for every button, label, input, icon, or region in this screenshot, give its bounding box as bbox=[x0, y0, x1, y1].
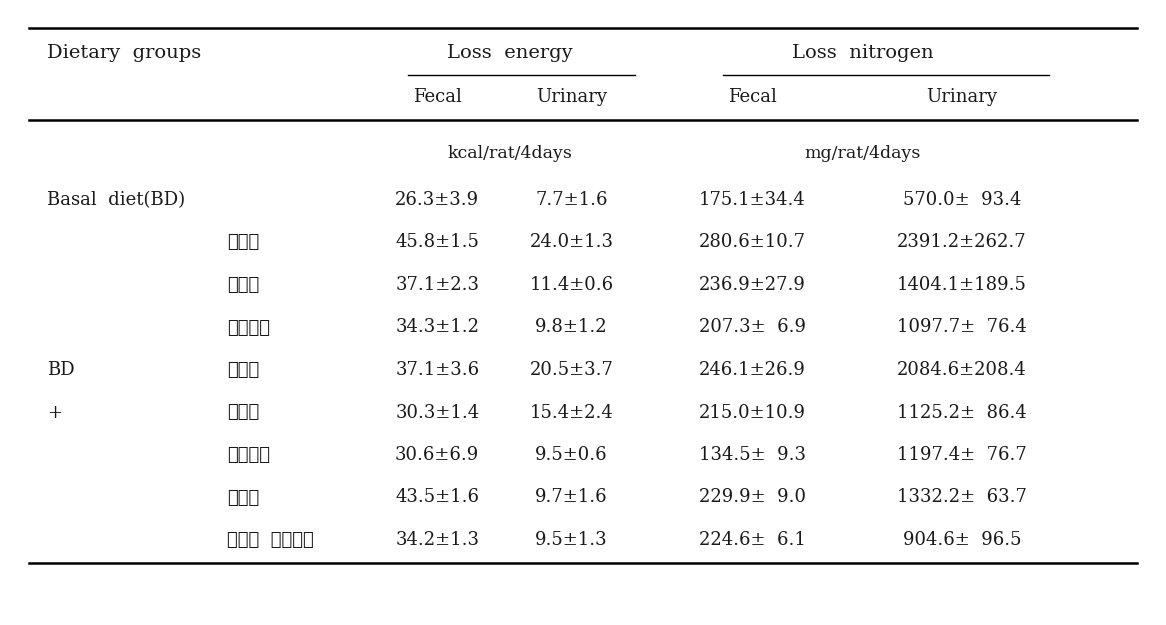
Text: 1404.1±189.5: 1404.1±189.5 bbox=[897, 276, 1027, 294]
Text: 207.3±  6.9: 207.3± 6.9 bbox=[698, 319, 806, 336]
Text: 프렌치  프라이드: 프렌치 프라이드 bbox=[227, 531, 314, 549]
Text: 20.5±3.7: 20.5±3.7 bbox=[529, 361, 613, 379]
Text: 불고기: 불고기 bbox=[227, 276, 260, 294]
Text: 제육볶음: 제육볶음 bbox=[227, 319, 271, 336]
Text: 26.3±3.9: 26.3±3.9 bbox=[395, 191, 479, 209]
Text: 9.5±1.3: 9.5±1.3 bbox=[535, 531, 607, 549]
Text: 215.0±10.9: 215.0±10.9 bbox=[698, 404, 806, 421]
Text: 34.3±1.2: 34.3±1.2 bbox=[395, 319, 479, 336]
Text: +: + bbox=[47, 404, 62, 421]
Text: 37.1±2.3: 37.1±2.3 bbox=[395, 276, 479, 294]
Text: 2084.6±208.4: 2084.6±208.4 bbox=[897, 361, 1027, 379]
Text: 229.9±  9.0: 229.9± 9.0 bbox=[698, 489, 806, 506]
Text: 280.6±10.7: 280.6±10.7 bbox=[698, 234, 806, 251]
Text: Loss  energy: Loss energy bbox=[448, 44, 573, 62]
Text: Dietary  groups: Dietary groups bbox=[47, 44, 201, 62]
Text: 9.7±1.6: 9.7±1.6 bbox=[535, 489, 607, 506]
Text: Urinary: Urinary bbox=[536, 88, 606, 106]
Text: kcal/rat/4days: kcal/rat/4days bbox=[448, 144, 573, 162]
Text: 스테이크: 스테이크 bbox=[227, 446, 271, 464]
Text: 37.1±3.6: 37.1±3.6 bbox=[395, 361, 479, 379]
Text: 45.8±1.5: 45.8±1.5 bbox=[395, 234, 479, 251]
Text: 246.1±26.9: 246.1±26.9 bbox=[698, 361, 806, 379]
Text: 1332.2±  63.7: 1332.2± 63.7 bbox=[897, 489, 1027, 506]
Text: 34.2±1.3: 34.2±1.3 bbox=[395, 531, 479, 549]
Text: 2391.2±262.7: 2391.2±262.7 bbox=[897, 234, 1027, 251]
Text: 30.6±6.9: 30.6±6.9 bbox=[395, 446, 479, 464]
Text: 904.6±  96.5: 904.6± 96.5 bbox=[902, 531, 1021, 549]
Text: 갈비탕: 갈비탕 bbox=[227, 234, 260, 251]
Text: 햄버거: 햄버거 bbox=[227, 489, 260, 506]
Text: 570.0±  93.4: 570.0± 93.4 bbox=[902, 191, 1021, 209]
Text: 1097.7±  76.4: 1097.7± 76.4 bbox=[897, 319, 1027, 336]
Text: 15.4±2.4: 15.4±2.4 bbox=[529, 404, 613, 421]
Text: Fecal: Fecal bbox=[728, 88, 777, 106]
Text: 삼겹살: 삼겹살 bbox=[227, 361, 260, 379]
Text: mg/rat/4days: mg/rat/4days bbox=[805, 144, 921, 162]
Text: BD: BD bbox=[47, 361, 75, 379]
Text: Loss  nitrogen: Loss nitrogen bbox=[792, 44, 934, 62]
Text: 9.8±1.2: 9.8±1.2 bbox=[535, 319, 607, 336]
Text: 7.7±1.6: 7.7±1.6 bbox=[535, 191, 607, 209]
Text: 224.6±  6.1: 224.6± 6.1 bbox=[698, 531, 806, 549]
Text: 30.3±1.4: 30.3±1.4 bbox=[395, 404, 479, 421]
Text: 돈가스: 돈가스 bbox=[227, 404, 260, 421]
Text: 175.1±34.4: 175.1±34.4 bbox=[698, 191, 806, 209]
Text: 11.4±0.6: 11.4±0.6 bbox=[529, 276, 613, 294]
Text: 43.5±1.6: 43.5±1.6 bbox=[395, 489, 479, 506]
Text: 1197.4±  76.7: 1197.4± 76.7 bbox=[897, 446, 1027, 464]
Text: 1125.2±  86.4: 1125.2± 86.4 bbox=[897, 404, 1027, 421]
Text: 24.0±1.3: 24.0±1.3 bbox=[529, 234, 613, 251]
Text: Urinary: Urinary bbox=[927, 88, 997, 106]
Text: Basal  diet(BD): Basal diet(BD) bbox=[47, 191, 184, 209]
Text: 236.9±27.9: 236.9±27.9 bbox=[698, 276, 806, 294]
Text: 9.5±0.6: 9.5±0.6 bbox=[535, 446, 607, 464]
Text: Fecal: Fecal bbox=[413, 88, 462, 106]
Text: 134.5±  9.3: 134.5± 9.3 bbox=[698, 446, 806, 464]
